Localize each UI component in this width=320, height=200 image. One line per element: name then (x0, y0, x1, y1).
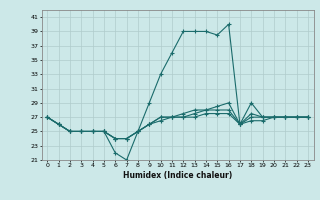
X-axis label: Humidex (Indice chaleur): Humidex (Indice chaleur) (123, 171, 232, 180)
